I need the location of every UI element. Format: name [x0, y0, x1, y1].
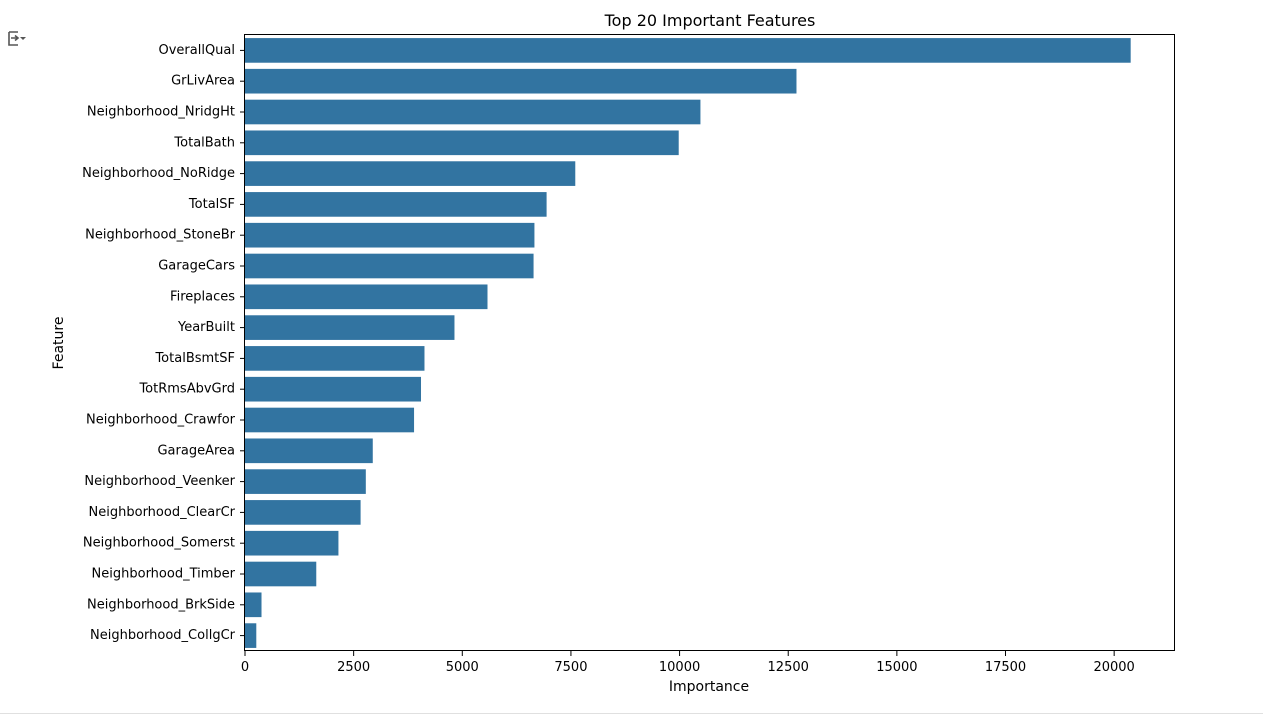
- bar-Neighborhood_CollgCr: [245, 623, 257, 648]
- x-tick-label: 20000: [1093, 660, 1134, 675]
- x-axis-label: Importance: [669, 679, 749, 695]
- plot-frame: [244, 34, 1175, 651]
- bar-YearBuilt: [245, 315, 455, 340]
- x-tick-label: 12500: [768, 660, 809, 675]
- y-tick-label: TotalBsmtSF: [154, 351, 235, 366]
- bar-Fireplaces: [245, 284, 488, 310]
- bars-group: [245, 38, 1131, 648]
- bar-Neighborhood_Veenker: [245, 469, 366, 494]
- y-tick-label: TotRmsAbvGrd: [138, 382, 235, 397]
- y-tick-label: Neighborhood_NoRidge: [82, 166, 235, 181]
- y-tick-label: Neighborhood_Somerst: [83, 536, 235, 551]
- x-tick-label: 10000: [659, 660, 700, 675]
- cell-divider: [0, 713, 1263, 714]
- y-tick-label: YearBuilt: [177, 320, 235, 335]
- bar-TotalBath: [245, 130, 679, 156]
- bar-OverallQual: [245, 38, 1131, 63]
- chart-title: Top 20 Important Features: [604, 11, 816, 30]
- y-tick-label: TotalSF: [188, 197, 235, 212]
- output-scroll-icon[interactable]: [6, 28, 30, 50]
- y-tick-label: GrLivArea: [171, 74, 235, 89]
- y-tick-label: Neighborhood_Timber: [92, 567, 236, 582]
- y-tick-label: OverallQual: [158, 43, 235, 58]
- bar-TotalBsmtSF: [245, 346, 425, 371]
- x-tick-label: 0: [241, 660, 249, 675]
- y-axis-label: Feature: [51, 317, 67, 370]
- y-tick-label: Neighborhood_Veenker: [84, 474, 235, 489]
- y-tick-label: Neighborhood_NridgHt: [87, 105, 235, 120]
- x-tick-label: 17500: [985, 660, 1026, 675]
- y-tick-label: Neighborhood_CollgCr: [90, 628, 236, 643]
- y-tick-labels: OverallQual GrLivArea Neighborhood_NridgHt…: [82, 43, 245, 643]
- x-tick-label: 15000: [876, 660, 917, 675]
- y-tick-label: TotalBath: [173, 135, 235, 150]
- bar-Neighborhood_NoRidge: [245, 161, 576, 186]
- bar-Neighborhood_Somerst: [245, 530, 339, 556]
- bar-Neighborhood_BrkSide: [245, 592, 262, 618]
- y-tick-label: Fireplaces: [170, 289, 235, 304]
- bar-GarageArea: [245, 438, 373, 464]
- x-tick-label: 7500: [554, 660, 587, 675]
- bar-Neighborhood_Crawfor: [245, 407, 415, 433]
- bar-Neighborhood_NridgHt: [245, 99, 701, 125]
- bar-Neighborhood_Timber: [245, 561, 317, 587]
- bar-TotRmsAbvGrd: [245, 376, 422, 402]
- y-tick-label: GarageArea: [157, 443, 235, 458]
- bar-GarageCars: [245, 253, 534, 279]
- y-tick-label: Neighborhood_StoneBr: [85, 228, 236, 243]
- y-tick-label: Neighborhood_ClearCr: [89, 505, 236, 520]
- x-ticks-group: 0 2500 5000 7500 10000 12500 15000 17500 20000: [241, 651, 1135, 675]
- bar-Neighborhood_ClearCr: [245, 500, 361, 525]
- y-tick-label: Neighborhood_Crawfor: [86, 413, 236, 428]
- bar-GrLivArea: [245, 68, 797, 94]
- x-tick-label: 2500: [337, 660, 370, 675]
- bar-Neighborhood_StoneBr: [245, 222, 535, 248]
- y-tick-label: GarageCars: [158, 259, 235, 274]
- x-tick-label: 5000: [446, 660, 479, 675]
- y-tick-label: Neighborhood_BrkSide: [87, 597, 235, 612]
- bar-TotalSF: [245, 192, 547, 217]
